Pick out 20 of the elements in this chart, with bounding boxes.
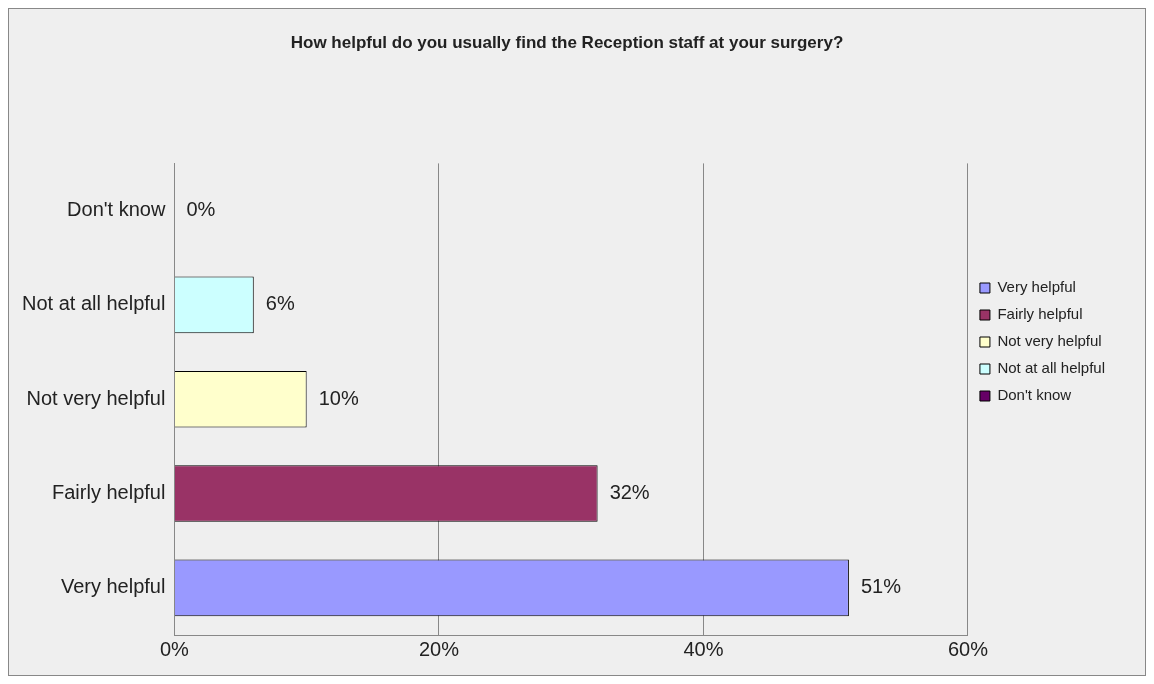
- x-tick-label: 60%: [947, 637, 989, 660]
- y-tick-label: Not very helpful: [26, 386, 166, 409]
- chart-title: How helpful do you usually find the Reception staff at your surgery?: [290, 32, 844, 52]
- x-tick-label: 40%: [683, 637, 724, 660]
- y-tick-label: Not at all helpful: [22, 292, 166, 315]
- data-label: 0%: [186, 198, 216, 221]
- data-label: 6%: [265, 292, 295, 315]
- data-label: 10%: [318, 386, 359, 409]
- y-tick-label: Fairly helpful: [52, 481, 166, 504]
- x-tick-label: 0%: [159, 637, 190, 660]
- data-label: 32%: [609, 481, 650, 504]
- legend-label: Not very helpful: [997, 332, 1102, 350]
- data-label: 51%: [860, 575, 902, 598]
- legend-label: Not at all helpful: [997, 359, 1106, 377]
- legend-label: Fairly helpful: [997, 305, 1083, 323]
- y-tick-label: Don't know: [67, 198, 166, 221]
- x-tick-label: 20%: [418, 637, 460, 660]
- legend-label: Very helpful: [997, 278, 1076, 296]
- y-tick-label: Very helpful: [60, 575, 166, 598]
- legend-label: Don't know: [997, 386, 1072, 404]
